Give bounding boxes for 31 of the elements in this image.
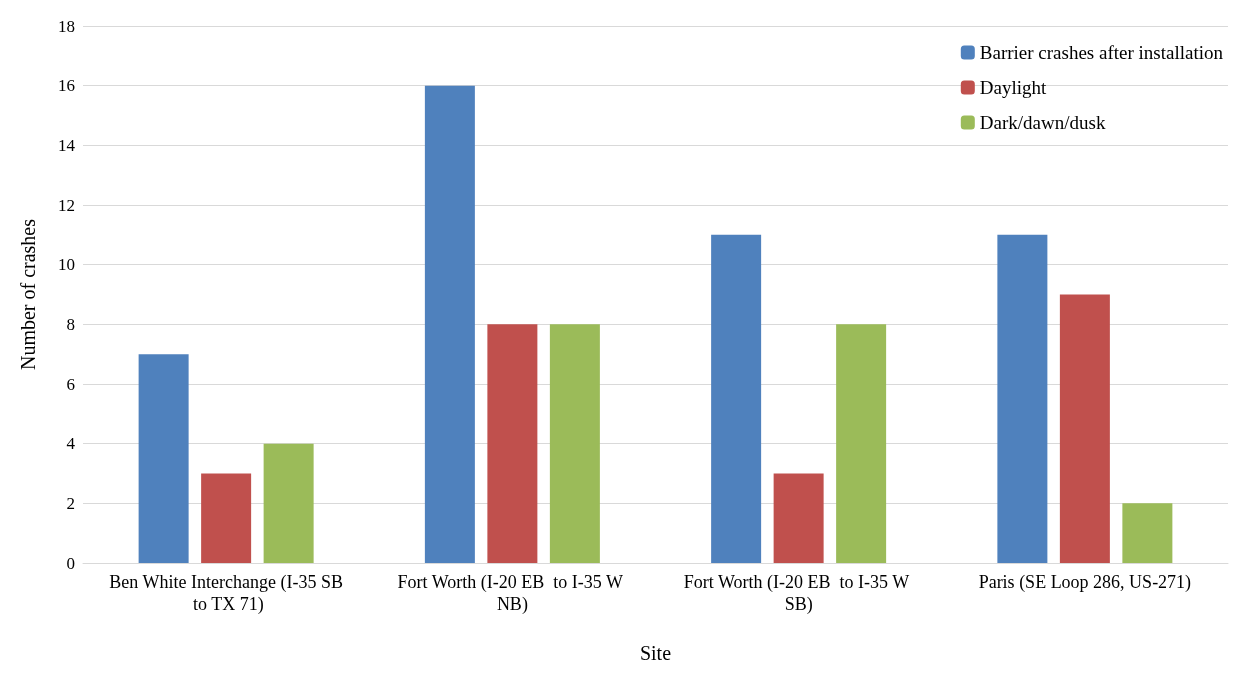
bar (138, 354, 189, 563)
legend-label: Barrier crashes after installation (979, 42, 1224, 63)
y-tick-label: 8 (66, 314, 75, 334)
y-tick-label: 2 (66, 493, 75, 513)
bar (424, 85, 475, 563)
legend-label: Daylight (979, 77, 1048, 98)
bar (263, 443, 314, 563)
y-tick-label: 18 (58, 16, 75, 36)
bar (773, 473, 824, 563)
y-axis-title: Number of crashes (17, 218, 39, 371)
bar (549, 324, 600, 563)
bar (487, 324, 538, 563)
y-tick-label: 0 (66, 553, 75, 573)
bar (201, 473, 252, 563)
y-tick-label: 12 (58, 195, 75, 215)
y-tick-label: 14 (58, 135, 76, 155)
x-tick-label: Paris (SE Loop 286, US-271) (978, 572, 1192, 593)
bar (711, 234, 762, 563)
bar (997, 234, 1048, 563)
x-tick-label: Ben White Interchange (I-35 SB to TX 71) (109, 572, 343, 615)
x-tick-label: Fort Worth (I-20 EB to I-35 W SB) (683, 572, 914, 615)
bar (1059, 294, 1110, 563)
y-tick-label: 4 (66, 434, 76, 454)
y-tick-label: 10 (58, 255, 75, 275)
bar (1122, 503, 1173, 563)
y-tick-label: 6 (66, 374, 75, 394)
x-tick-label: Fort Worth (I-20 EB to I-35 W NB) (397, 572, 628, 615)
bar (836, 324, 887, 563)
legend-label: Dark/dawn/dusk (979, 112, 1106, 133)
y-tick-label: 16 (58, 76, 75, 96)
x-axis-title: Site (639, 642, 672, 664)
